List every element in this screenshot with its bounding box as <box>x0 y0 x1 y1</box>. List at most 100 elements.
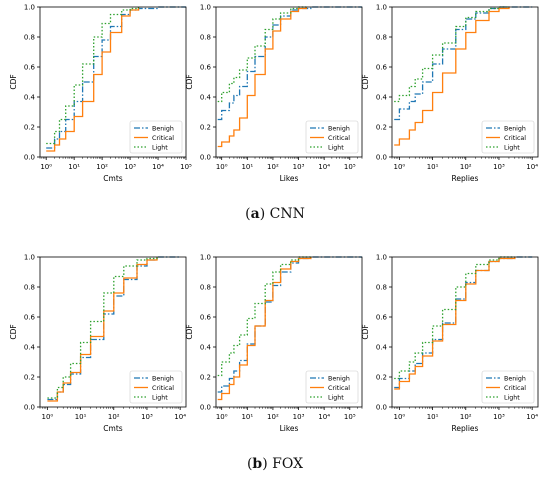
series-line-benigh <box>46 6 186 149</box>
legend-label-light: Light <box>328 394 344 401</box>
x-axis-label: Likes <box>280 174 299 183</box>
legend-box <box>129 120 183 154</box>
panel-fox-cmts: 0.0 0.2 0.4 0.6 0.8 1.0 10⁰ 10¹ 10² 10³ 10⁴ Cmts CDF… <box>9 254 187 433</box>
series-line-benigh <box>217 6 362 121</box>
plot-frame <box>39 6 187 158</box>
y-tick-label: 0.4 <box>376 344 388 352</box>
legend: Benigh Critical Light <box>481 370 535 404</box>
x-tick-label: 10¹ <box>427 163 439 171</box>
x-tick-label: 10² <box>460 163 472 171</box>
caption-bottom-letter: b <box>252 456 263 472</box>
x-tick-label: 10⁴ <box>318 413 330 421</box>
y-tick-label: 0.4 <box>24 94 36 102</box>
y-tick-label: 0.4 <box>376 94 388 102</box>
caption-bottom: (b) FOX <box>246 456 304 472</box>
x-tick-label: 10⁴ <box>526 413 538 421</box>
x-tick-label: 10¹ <box>427 413 439 421</box>
x-tick-label: 10⁰ <box>394 163 406 171</box>
series-line-critical <box>46 7 140 152</box>
y-tick-label: 0.2 <box>376 124 387 132</box>
legend-box <box>481 370 535 404</box>
series-line-light <box>217 6 307 103</box>
caption-bottom-name: FOX <box>272 456 304 472</box>
panel-fox-likes: 0.0 0.2 0.4 0.6 0.8 1.0 10⁰ 10¹ 10² 10³ 10⁴ 10⁵ Like… <box>185 254 363 433</box>
legend-label-critical: Critical <box>152 385 174 392</box>
y-axis-label: CDF <box>361 74 370 89</box>
y-axis-label: CDF <box>9 324 18 339</box>
x-tick-label: 10⁵ <box>344 163 356 171</box>
y-tick-label: 0.8 <box>376 34 387 42</box>
plot-frame <box>391 256 539 408</box>
x-axis-label: Replies <box>452 424 479 433</box>
legend-box <box>305 120 359 154</box>
y-tick-label: 0.4 <box>200 344 212 352</box>
panel-fox-replies: 0.0 0.2 0.4 0.6 0.8 1.0 10⁰ 10¹ 10² 10³ 10⁴ Replies… <box>361 254 539 433</box>
series-line-critical <box>394 7 510 146</box>
x-axis-label: Cmts <box>103 424 122 433</box>
legend-label-light: Light <box>152 394 168 401</box>
x-tick-label: 10² <box>108 413 120 421</box>
panel-cnn-replies: 0.0 0.2 0.4 0.6 0.8 1.0 10⁰ 10¹ 10² 10³ 10⁴ Replies… <box>361 4 539 183</box>
y-tick-label: 0.8 <box>24 34 35 42</box>
y-tick-label: 0.0 <box>200 404 211 412</box>
legend-label-critical: Critical <box>328 135 350 142</box>
legend-box <box>305 370 359 404</box>
y-tick-label: 0.0 <box>24 404 35 412</box>
y-tick-label: 0.8 <box>24 284 35 292</box>
legend-label-benigh: Benigh <box>504 125 526 132</box>
series-line-light <box>394 6 509 103</box>
legend: Benigh Critical Light <box>129 370 183 404</box>
y-tick-label: 0.6 <box>200 64 212 72</box>
legend-label-critical: Critical <box>504 135 526 142</box>
plot-frame <box>39 256 187 408</box>
y-tick-label: 0.2 <box>200 124 211 132</box>
series-line-light <box>394 256 515 380</box>
y-tick-label: 0.2 <box>24 374 35 382</box>
x-tick-label: 10² <box>460 413 472 421</box>
x-tick-label: 10³ <box>493 413 505 421</box>
x-tick-label: 10³ <box>141 413 153 421</box>
panel-cnn-cmts: 0.0 0.2 0.4 0.6 0.8 1.0 10⁰ 10¹ 10² 10³ 10⁴ 10⁵ Cmts… <box>9 4 192 184</box>
y-tick-label: 0.2 <box>200 374 211 382</box>
series-line-light <box>217 256 311 377</box>
y-tick-label: 0.6 <box>24 64 36 72</box>
legend-label-light: Light <box>504 394 520 401</box>
y-tick-label: 0.0 <box>24 154 35 162</box>
y-tick-label: 1.0 <box>376 4 387 12</box>
legend: Benigh Critical Light <box>305 120 359 154</box>
plot-frame <box>215 256 363 408</box>
x-tick-label: 10⁰ <box>394 413 406 421</box>
legend-label-light: Light <box>328 144 344 151</box>
x-tick-label: 10¹ <box>68 163 80 171</box>
y-tick-label: 0.6 <box>24 314 36 322</box>
y-tick-label: 0.8 <box>200 34 211 42</box>
x-tick-label: 10⁰ <box>42 413 54 421</box>
y-tick-label: 1.0 <box>24 4 35 12</box>
legend-box <box>129 370 183 404</box>
x-tick-label: 10² <box>96 163 108 171</box>
x-tick-label: 10⁴ <box>174 413 186 421</box>
x-tick-label: 10⁴ <box>318 163 330 171</box>
x-tick-label: 10³ <box>293 163 305 171</box>
caption-top-letter: a <box>250 206 260 222</box>
series-line-critical <box>217 257 312 401</box>
panel-cnn-likes: 0.0 0.2 0.4 0.6 0.8 1.0 10⁰ 10¹ 10² 10³ 10⁴ 10⁵ Like… <box>185 4 363 183</box>
x-axis-label: Cmts <box>103 174 122 183</box>
series-line-critical <box>394 257 516 390</box>
y-tick-label: 0.8 <box>200 284 211 292</box>
y-axis-label: CDF <box>185 74 194 89</box>
legend-label-benigh: Benigh <box>152 375 174 382</box>
x-tick-label: 10⁴ <box>526 163 538 171</box>
y-tick-label: 0.4 <box>24 344 36 352</box>
y-axis-label: CDF <box>9 74 18 89</box>
x-tick-label: 10³ <box>493 163 505 171</box>
legend: Benigh Critical Light <box>481 120 535 154</box>
y-tick-label: 0.8 <box>376 284 387 292</box>
x-tick-label: 10⁰ <box>216 413 228 421</box>
legend: Benigh Critical Light <box>305 370 359 404</box>
plot-frame <box>391 6 539 158</box>
y-tick-label: 0.4 <box>200 94 212 102</box>
y-tick-label: 1.0 <box>376 254 387 262</box>
series-line-benigh <box>394 6 533 121</box>
